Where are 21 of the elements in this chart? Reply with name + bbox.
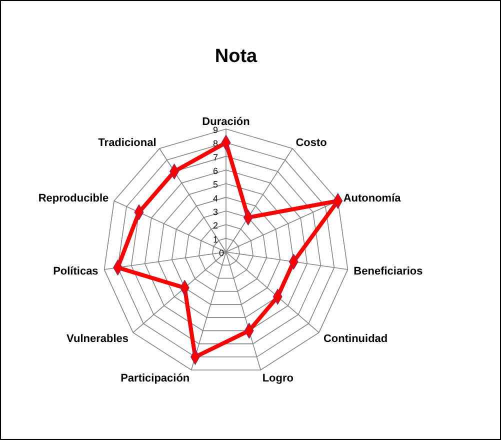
y-tick-label: 9 — [212, 125, 218, 135]
spoke-label: Duración — [202, 116, 250, 128]
y-tick-label: 0 — [218, 248, 224, 258]
spoke-label: Costo — [296, 136, 328, 149]
spoke-label: Políticas — [53, 266, 98, 278]
y-tick-label: 7 — [212, 152, 218, 162]
spoke-label: Participación — [120, 372, 190, 385]
chart-title: Nota — [214, 46, 258, 67]
spoke-label: Tradicional — [98, 136, 156, 149]
spoke-label: Beneficiarios — [354, 266, 423, 278]
y-tick-label: 1 — [212, 234, 218, 244]
y-tick-label: 5 — [212, 180, 218, 190]
spoke-label: Autonomía — [343, 192, 402, 205]
spoke-label: Continuidad — [323, 332, 388, 345]
spoke-label: Vulnerables — [66, 332, 129, 345]
y-tick-label: 4 — [212, 193, 218, 204]
y-tick-label: 2 — [212, 220, 218, 231]
spoke-label: Logro — [262, 372, 294, 385]
y-tick-label: 6 — [212, 166, 218, 176]
spoke-label: Reproducible — [38, 192, 109, 205]
y-tick-label: 3 — [212, 207, 218, 217]
